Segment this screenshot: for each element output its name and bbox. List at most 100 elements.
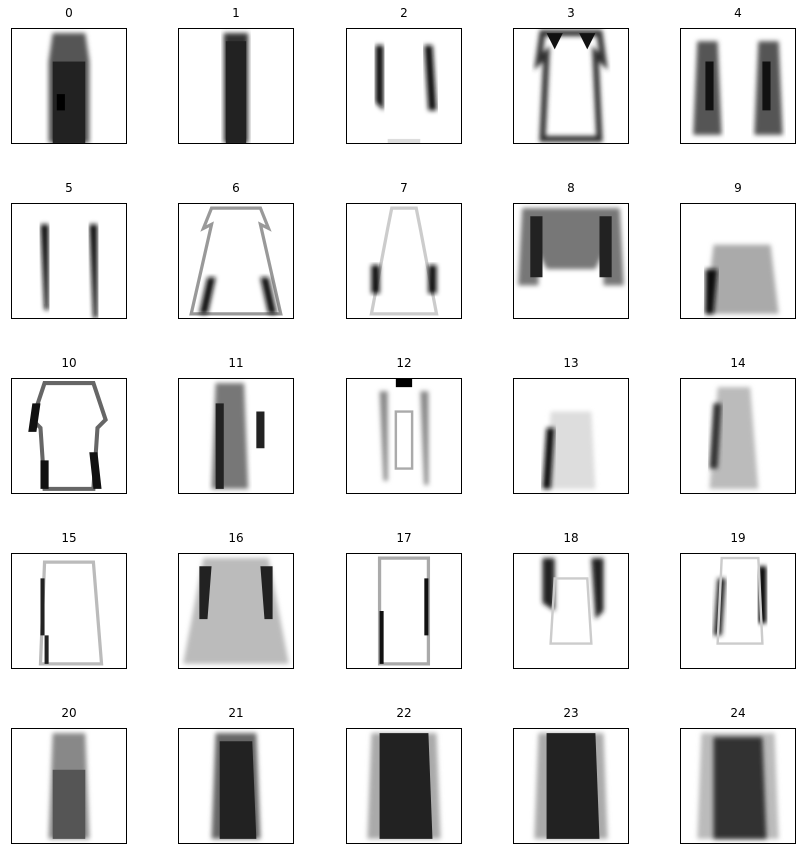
garment-image [38, 560, 104, 666]
panel-image [346, 728, 462, 844]
panel-image [680, 553, 796, 669]
panel-title: 0 [65, 6, 73, 20]
panel-image [680, 378, 796, 494]
panel-image [178, 28, 294, 144]
image-panel: 23 [513, 705, 629, 844]
panel-image [513, 203, 629, 319]
image-panel: 1 [178, 5, 294, 144]
panel-image [680, 728, 796, 844]
garment-image [697, 733, 779, 839]
garment-image [693, 41, 783, 135]
panel-title: 24 [730, 706, 746, 720]
image-panel: 13 [513, 355, 629, 494]
garment-image [709, 387, 759, 489]
garment-image [379, 379, 429, 485]
panel-title: 15 [61, 531, 77, 545]
panel-image [346, 28, 462, 144]
panel-image [178, 728, 294, 844]
panel-image [178, 553, 294, 669]
panel-title: 21 [228, 706, 244, 720]
panel-title: 17 [396, 531, 412, 545]
panel-title: 13 [563, 356, 579, 370]
image-panel: 14 [680, 355, 796, 494]
garment-image [534, 30, 608, 142]
panel-title: 8 [567, 181, 575, 195]
panel-image [11, 28, 127, 144]
panel-image [346, 203, 462, 319]
image-panel: 3 [513, 5, 629, 144]
panel-image [178, 203, 294, 319]
panel-image [513, 28, 629, 144]
garment-image [369, 206, 439, 316]
panel-image [11, 378, 127, 494]
garment-image [183, 558, 289, 664]
panel-image [346, 553, 462, 669]
garment-image [40, 224, 98, 318]
panel-title: 19 [730, 531, 746, 545]
panel-title: 12 [396, 356, 412, 370]
panel-title: 7 [400, 181, 408, 195]
image-panel: 9 [680, 180, 796, 319]
panel-image [178, 378, 294, 494]
panel-title: 1 [232, 6, 240, 20]
panel-title: 22 [396, 706, 412, 720]
panel-title: 9 [734, 181, 742, 195]
garment-image [705, 244, 779, 314]
panel-image [11, 203, 127, 319]
image-panel: 20 [11, 705, 127, 844]
image-panel: 19 [680, 530, 796, 669]
garment-image [223, 33, 249, 143]
garment-image [713, 556, 767, 645]
image-panel: 10 [11, 355, 127, 494]
panel-image [513, 728, 629, 844]
image-panel: 2 [346, 5, 462, 144]
image-panel: 21 [178, 705, 294, 844]
image-panel: 16 [178, 530, 294, 669]
panel-title: 23 [563, 706, 579, 720]
garment-image [189, 206, 283, 316]
panel-title: 11 [228, 356, 244, 370]
garment-image [28, 381, 108, 491]
garment-image [367, 733, 441, 839]
panel-image [11, 728, 127, 844]
image-panel: 12 [346, 355, 462, 494]
panel-image [680, 203, 796, 319]
garment-image [211, 733, 261, 839]
panel-title: 16 [228, 531, 244, 545]
panel-title: 14 [730, 356, 746, 370]
garment-image [542, 411, 596, 489]
image-panel: 24 [680, 705, 796, 844]
garment-image [48, 33, 90, 143]
image-panel: 0 [11, 5, 127, 144]
image-panel: 11 [178, 355, 294, 494]
garment-image [542, 558, 604, 645]
image-panel: 4 [680, 5, 796, 144]
panel-title: 6 [232, 181, 240, 195]
garment-image [377, 556, 431, 666]
panel-title: 18 [563, 531, 579, 545]
image-panel: 5 [11, 180, 127, 319]
garment-image [518, 208, 624, 286]
panel-image [346, 378, 462, 494]
panel-title: 10 [61, 356, 77, 370]
image-panel: 7 [346, 180, 462, 319]
panel-title: 3 [567, 6, 575, 20]
garment-image [48, 733, 90, 839]
image-panel: 17 [346, 530, 462, 669]
image-panel: 18 [513, 530, 629, 669]
panel-image [680, 28, 796, 144]
image-panel: 6 [178, 180, 294, 319]
garment-image [211, 383, 265, 489]
image-panel: 15 [11, 530, 127, 669]
panel-title: 4 [734, 6, 742, 20]
panel-title: 20 [61, 706, 77, 720]
panel-image [513, 378, 629, 494]
panel-image [513, 553, 629, 669]
panel-title: 5 [65, 181, 73, 195]
garment-image [375, 45, 437, 143]
image-panel: 8 [513, 180, 629, 319]
panel-image [11, 553, 127, 669]
garment-image [534, 733, 608, 839]
image-panel: 22 [346, 705, 462, 844]
panel-title: 2 [400, 6, 408, 20]
